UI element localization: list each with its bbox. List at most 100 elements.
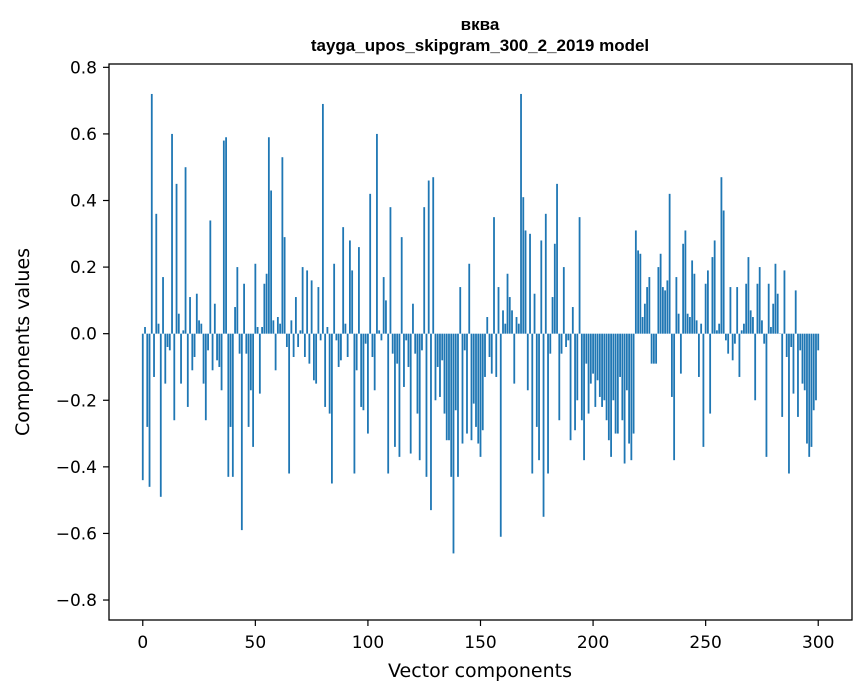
bar-183 [553, 243, 556, 334]
bar-96 [358, 247, 360, 334]
bar-215 [625, 333, 628, 391]
bar-170 [524, 230, 527, 334]
bar-269 [747, 257, 750, 334]
bar-286 [785, 333, 788, 357]
bar-204 [601, 333, 603, 407]
bar-16 [177, 313, 180, 334]
bar-166 [515, 317, 518, 334]
bar-290 [794, 290, 797, 334]
bar-174 [533, 293, 536, 334]
bar-200 [592, 333, 594, 374]
bar-41 [234, 307, 236, 334]
bar-266 [740, 330, 743, 334]
bar-54 [263, 283, 266, 334]
bar-90 [344, 323, 347, 334]
bar-4 [150, 93, 153, 334]
bar-125 [423, 207, 426, 334]
bar-188 [565, 333, 567, 347]
bar-24 [195, 293, 198, 334]
y-tick-label: −0.6 [56, 524, 97, 544]
bar-250 [704, 283, 707, 334]
bar-199 [589, 333, 592, 384]
bar-93 [351, 270, 354, 334]
bar-106 [380, 333, 383, 341]
bar-3 [148, 333, 151, 487]
bar-216 [628, 333, 630, 444]
bar-44 [240, 333, 243, 531]
bar-277 [765, 333, 768, 457]
bar-142 [461, 333, 464, 444]
bar-49 [252, 333, 254, 447]
bar-208 [610, 333, 612, 457]
bar-35 [220, 333, 223, 391]
bar-203 [598, 333, 601, 397]
bar-218 [632, 333, 635, 434]
bar-256 [718, 323, 721, 334]
bar-157 [495, 333, 498, 377]
bar-228 [655, 333, 658, 364]
bar-211 [616, 333, 619, 434]
bar-40 [231, 333, 234, 477]
bar-242 [686, 313, 689, 334]
y-tick-label: 0.0 [70, 325, 97, 345]
bar-56 [267, 137, 270, 334]
bar-268 [745, 283, 748, 334]
bar-14 [173, 333, 176, 421]
bar-167 [517, 323, 520, 334]
y-tick-label: 0.2 [70, 258, 97, 278]
bar-186 [560, 333, 563, 354]
bar-101 [369, 193, 372, 334]
bar-260 [727, 333, 730, 354]
bar-8 [159, 333, 162, 497]
bar-194 [578, 217, 581, 334]
bar-119 [409, 333, 412, 454]
bar-130 [434, 333, 437, 401]
bar-291 [797, 333, 799, 417]
bar-45 [243, 283, 245, 334]
bar-92 [349, 240, 351, 334]
bar-263 [734, 333, 736, 344]
x-tick-label: 100 [352, 633, 384, 653]
bar-298 [812, 333, 815, 411]
bar-210 [614, 333, 617, 434]
bar-280 [772, 303, 775, 334]
bar-25 [198, 320, 200, 334]
bar-284 [781, 333, 784, 417]
bar-12 [168, 333, 171, 351]
bar-53 [261, 327, 263, 334]
bar-114 [398, 333, 401, 457]
bar-128 [430, 333, 432, 511]
bar-257 [720, 177, 723, 334]
bar-278 [767, 283, 770, 334]
bar-253 [711, 257, 714, 334]
bar-76 [312, 333, 315, 381]
plot-frame [108, 63, 853, 621]
bar-226 [650, 333, 653, 364]
y-tick-label: 0.4 [70, 192, 97, 212]
bar-264 [736, 287, 739, 334]
bar-172 [529, 233, 531, 334]
x-tick-label: 0 [137, 633, 148, 653]
bar-52 [258, 333, 261, 394]
bar-123 [418, 333, 421, 461]
chart-subtitle: tayga_upos_skipgram_300_2_2019 model [311, 36, 649, 55]
bar-144 [466, 333, 468, 434]
bar-197 [585, 333, 588, 364]
bar-169 [522, 197, 525, 334]
bar-160 [502, 310, 504, 334]
bar-13 [171, 133, 173, 334]
bar-85 [333, 263, 336, 334]
bar-26 [200, 323, 203, 334]
bar-221 [639, 253, 642, 334]
bar-179 [544, 213, 547, 334]
bar-73 [306, 270, 309, 334]
bar-65 [288, 333, 291, 474]
bar-138 [452, 333, 455, 554]
bar-274 [758, 267, 761, 334]
bar-201 [594, 333, 597, 407]
bar-295 [806, 333, 808, 444]
bar-120 [412, 303, 414, 334]
y-tick-label: −0.4 [56, 458, 97, 478]
bar-107 [382, 277, 385, 334]
